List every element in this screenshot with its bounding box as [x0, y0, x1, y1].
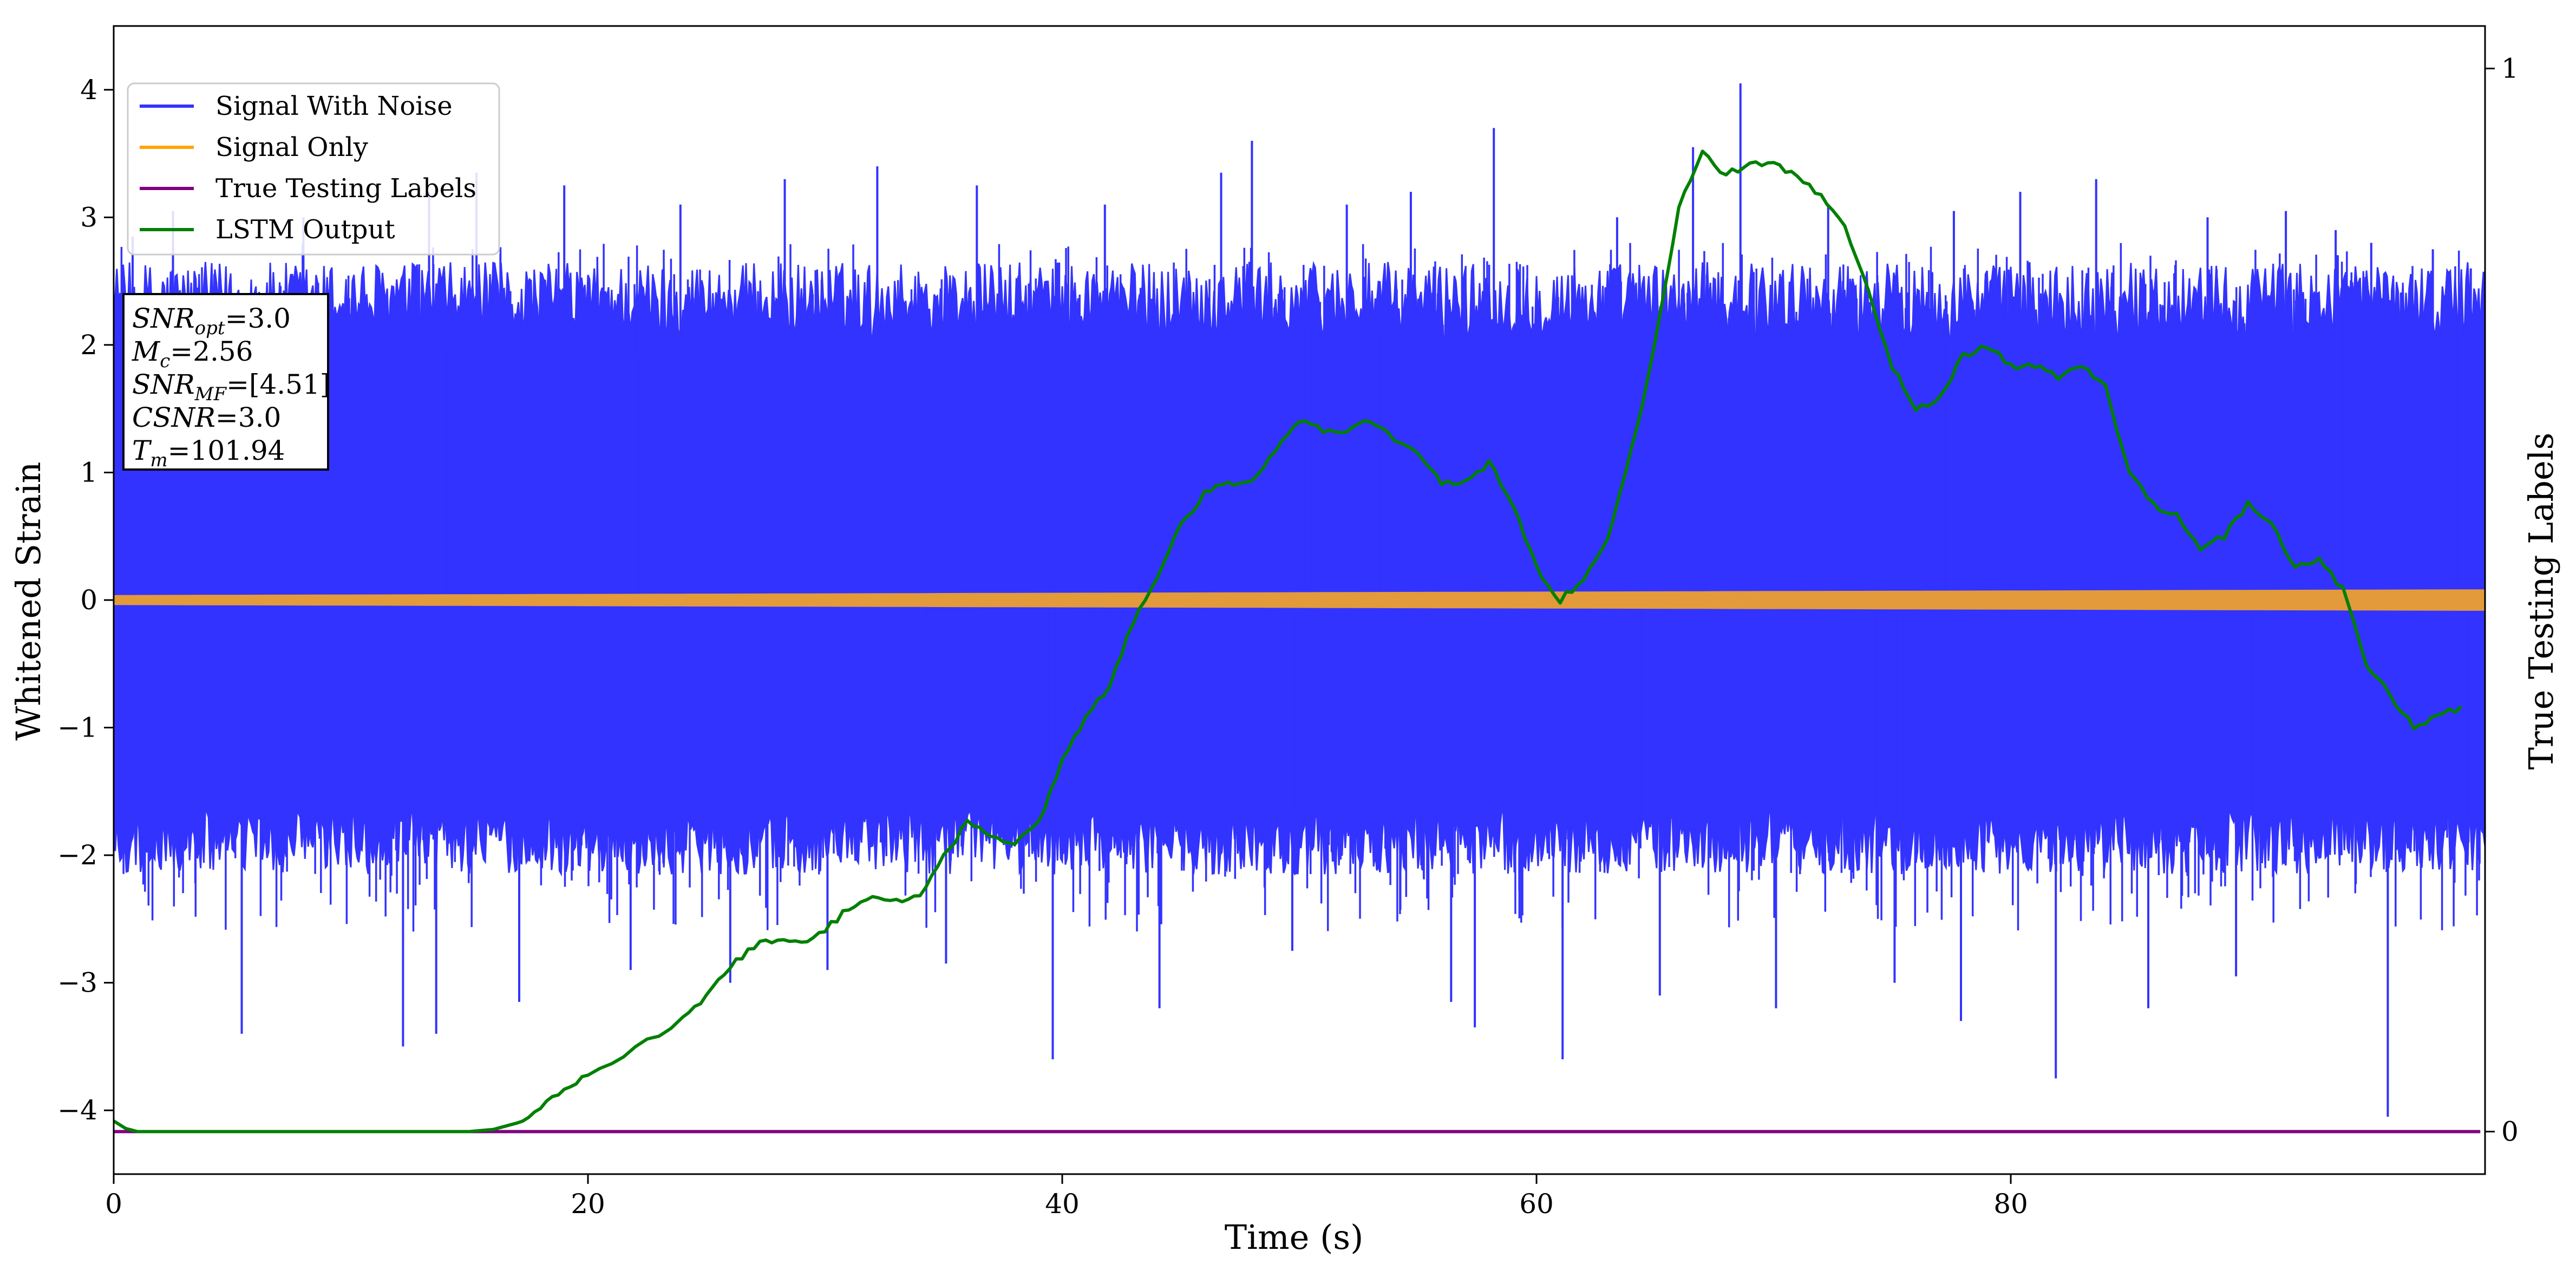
x-tick-label: 60	[1519, 1188, 1554, 1220]
annotation-value: =3.0	[225, 303, 291, 334]
y-tick-label: −3	[57, 967, 97, 999]
plot-area	[114, 83, 2485, 1133]
annotation-value: =[4.51]	[226, 369, 330, 400]
y-axis-left: −4 −3 −2 −1 0 1 2 3 4	[57, 74, 114, 1126]
annotation-value: =2.56	[170, 336, 253, 367]
x-tick-label: 40	[1045, 1188, 1080, 1220]
annotation-value: =101.94	[168, 435, 285, 466]
annotation-symbol: SNR	[132, 303, 195, 334]
annotation-line: SNRMF=[4.51]	[132, 369, 330, 405]
y-tick-label: −1	[57, 712, 97, 744]
legend-label-true-testing-labels: True Testing Labels	[215, 173, 476, 204]
legend: Signal With Noise Signal Only True Testing…	[127, 82, 500, 256]
y-axis-right: 01	[2485, 53, 2519, 1147]
annotation-line: SNRopt=3.0	[132, 303, 291, 339]
y-tick-label: 2	[80, 329, 97, 361]
y-tick-label: −2	[57, 839, 97, 871]
series-signal-only-band	[114, 589, 2485, 611]
y-tick-label: 1	[80, 457, 97, 488]
annotation-subscript: opt	[195, 317, 225, 339]
annotation-line: CSNR=3.0	[132, 402, 281, 433]
x-axis: 0 20 40 60 80	[105, 1174, 2028, 1220]
x-tick-label: 80	[1993, 1188, 2028, 1220]
annotation-symbol: M	[132, 336, 161, 367]
parameter-annotation: SNRopt=3.0Mc=2.56SNRMF=[4.51]CSNR=3.0Tm=…	[122, 293, 330, 471]
y-tick-label: 3	[80, 201, 97, 233]
y-tick-label: −4	[57, 1094, 97, 1126]
legend-box	[127, 82, 500, 256]
legend-entries: Signal With Noise Signal Only True Testing…	[140, 91, 476, 245]
x-tick-label: 20	[571, 1188, 605, 1220]
x-tick-label: 0	[105, 1188, 122, 1220]
annotation-symbol: CSNR	[132, 402, 215, 433]
annotation-symbol: T	[132, 435, 152, 466]
annotation-subscript: c	[160, 350, 170, 372]
annotation-symbol: SNR	[132, 369, 195, 400]
legend-label-lstm-output: LSTM Output	[215, 214, 395, 245]
y2-tick-label: 0	[2501, 1116, 2519, 1147]
legend-label-signal-only: Signal Only	[215, 132, 368, 162]
annotation-line: Tm=101.94	[132, 435, 285, 471]
y-tick-label: 4	[80, 74, 97, 106]
annotation-lines: SNRopt=3.0Mc=2.56SNRMF=[4.51]CSNR=3.0Tm=…	[132, 303, 330, 471]
y2-axis-title: True Testing Labels	[2521, 433, 2561, 770]
y2-tick-label: 1	[2501, 53, 2519, 84]
annotation-value: =3.0	[215, 402, 281, 433]
series-signal-with-noise-spikes	[114, 83, 2485, 1117]
series-lstm-output-line	[114, 149, 2463, 1133]
annotation-box	[122, 293, 329, 471]
annotation-subscript: m	[150, 449, 167, 471]
annotation-subscript: MF	[194, 383, 227, 405]
x-axis-title: Time (s)	[1225, 1217, 1364, 1257]
legend-label-signal-with-noise: Signal With Noise	[215, 91, 453, 121]
y-tick-label: 0	[80, 584, 97, 616]
annotation-line: Mc=2.56	[132, 336, 253, 372]
y-axis-title: Whitened Strain	[9, 462, 48, 741]
